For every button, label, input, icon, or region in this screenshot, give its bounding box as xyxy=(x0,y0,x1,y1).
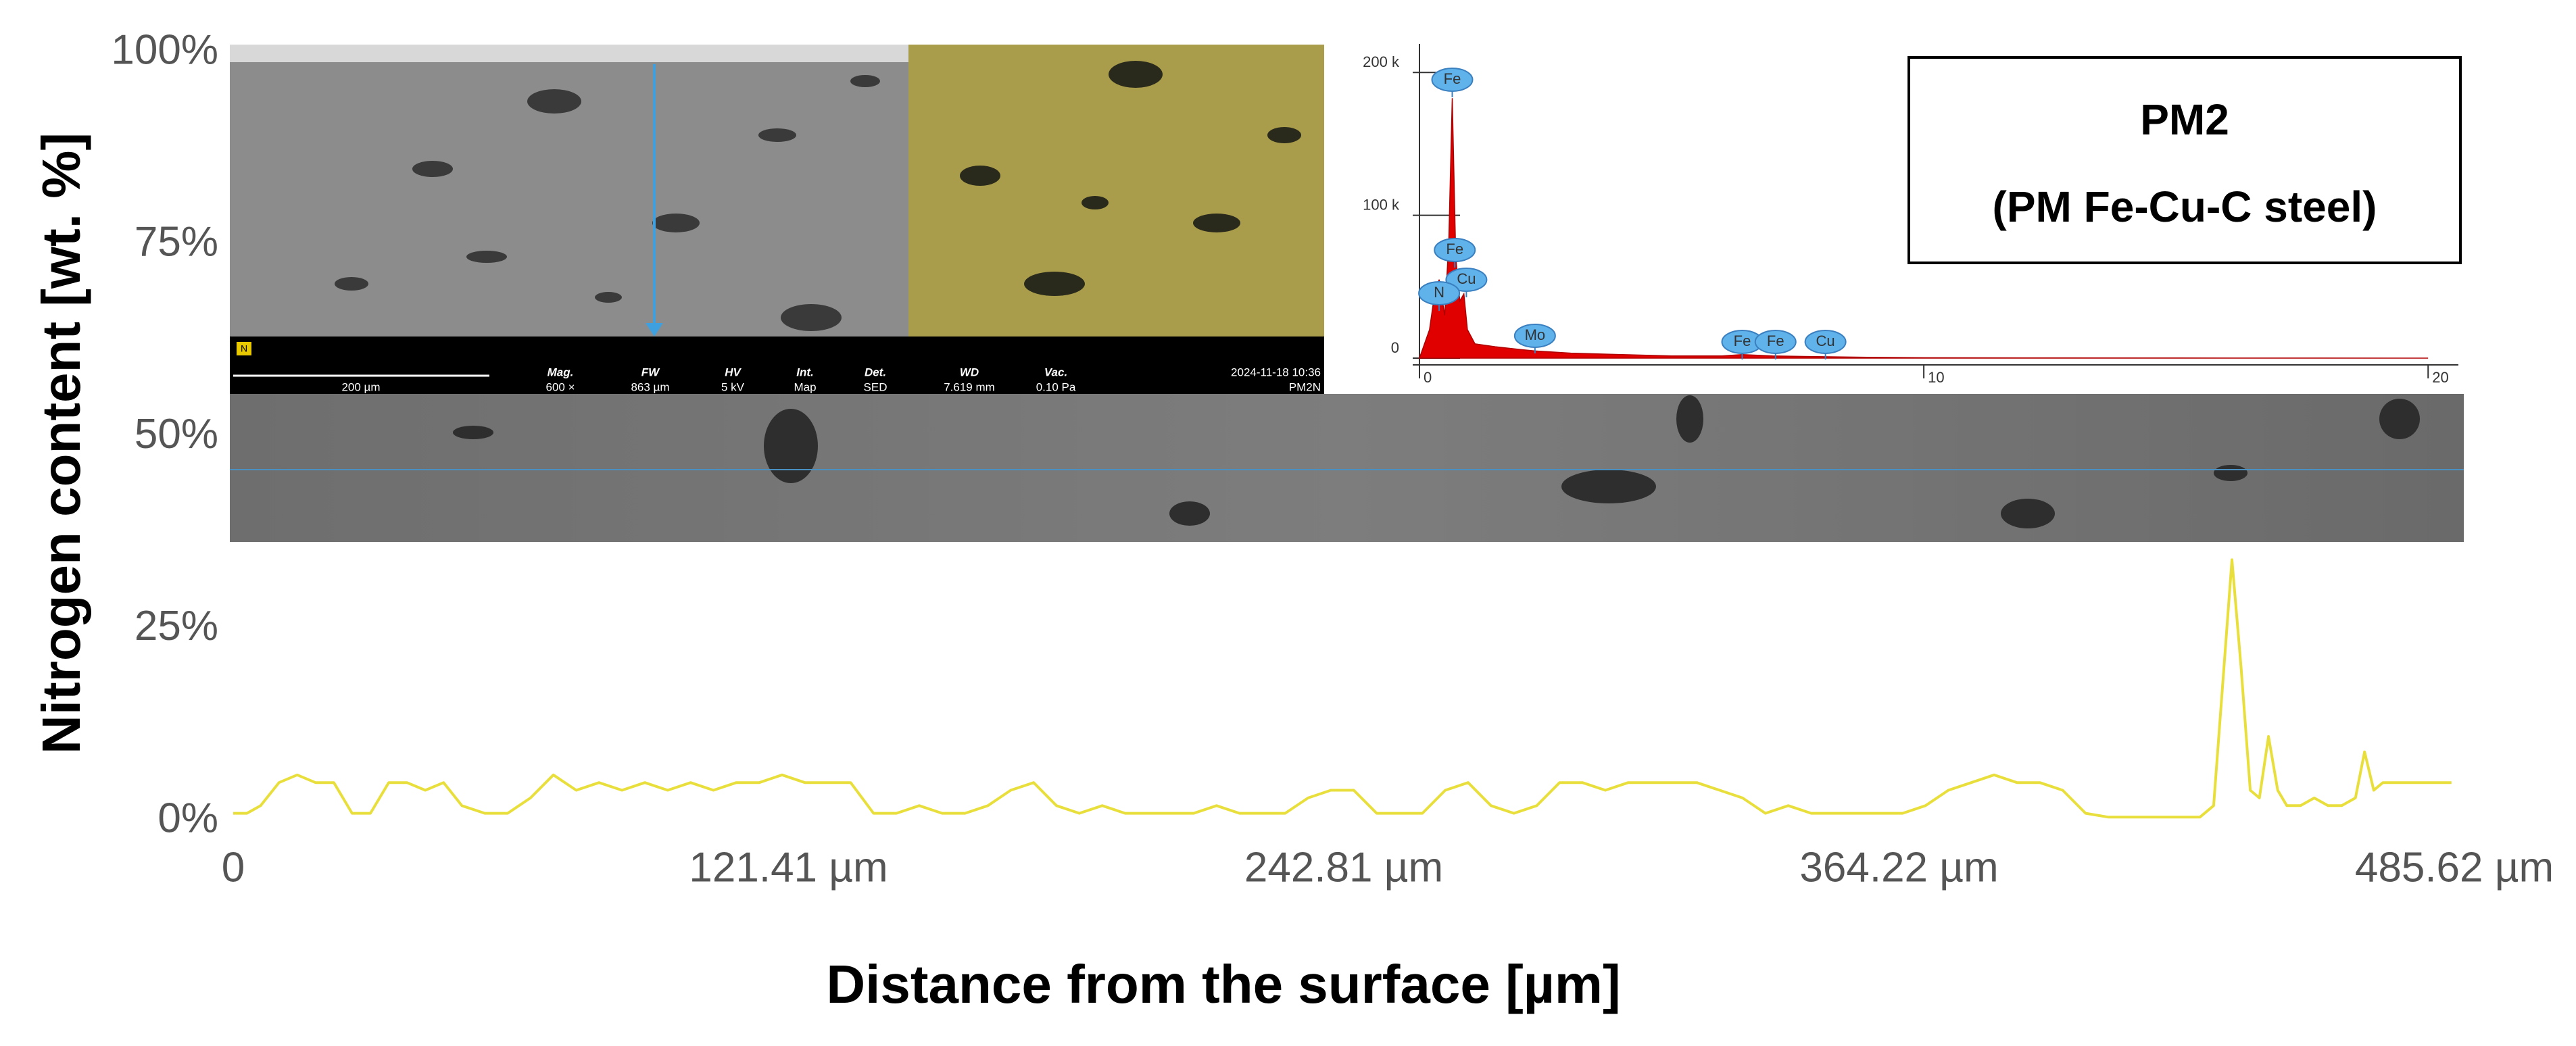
sem-field-label: Mag. xyxy=(548,366,574,378)
eds-y-tick-label: 0 xyxy=(1391,339,1399,356)
sem-field-label: FW xyxy=(641,366,660,378)
peak-label-bubble xyxy=(1445,268,1488,292)
peak-label: Cu xyxy=(1816,332,1835,349)
x-tick-label: 485.62 µm xyxy=(2355,844,2554,891)
sem-field-label: Int. xyxy=(796,366,814,378)
sem-marker: N xyxy=(241,343,247,354)
peak-label-bubble xyxy=(1434,238,1476,262)
sem-field-label: Vac. xyxy=(1044,366,1067,378)
strip-pores xyxy=(453,395,2420,528)
title-box xyxy=(1907,56,2462,264)
scan-arrow-head xyxy=(646,323,663,337)
peak-label: Fe xyxy=(1444,70,1461,87)
y-tick-label: 50% xyxy=(135,411,218,457)
peak-label: Fe xyxy=(1734,332,1751,349)
y-tick-label: 25% xyxy=(135,603,218,649)
line-scan-strip xyxy=(230,394,2464,542)
y-tick-label: 0% xyxy=(157,795,218,841)
sem-field-value: 0.10 Pa xyxy=(1036,380,1076,393)
sem-field-value: 7.619 mm xyxy=(944,380,995,393)
sem-sample: PM2N xyxy=(1289,380,1321,393)
eds-x-tick-label: 20 xyxy=(2432,369,2448,386)
sem-field-value: 863 µm xyxy=(631,380,669,393)
eds-y-tick-label: 200 k xyxy=(1363,53,1400,70)
sem-pores xyxy=(335,75,880,331)
sem-timestamp: 2024-11-18 10:36 xyxy=(1231,366,1321,378)
peak-label-bubble xyxy=(1431,68,1474,92)
x-axis-title: Distance from the surface [µm] xyxy=(826,954,1620,1014)
sem-image xyxy=(230,45,908,337)
map-pores xyxy=(960,61,1301,296)
peak-label-bubble xyxy=(1513,324,1556,348)
peak-label: Mo xyxy=(1525,326,1546,343)
eds-x-tick-label: 10 xyxy=(1928,369,1944,386)
chart-subtitle: (PM Fe-Cu-C steel) xyxy=(1993,182,2377,231)
scale-bar-label: 200 µm xyxy=(341,380,380,393)
eds-map xyxy=(908,45,1324,337)
sem-field-label: Det. xyxy=(865,366,886,378)
sem-info-bar xyxy=(230,337,1324,394)
sem-field-value: 600 × xyxy=(545,380,575,393)
peak-label-bubble xyxy=(1418,281,1461,305)
y-axis-title: Nitrogen content [wt. %] xyxy=(31,132,91,754)
x-tick-label: 364.22 µm xyxy=(1799,844,1998,891)
nitrogen-line xyxy=(233,558,2452,819)
sem-field-value: 5 kV xyxy=(721,380,745,393)
chart-title: PM2 xyxy=(2140,95,2229,144)
y-tick-label: 75% xyxy=(135,219,218,266)
eds-x-tick-label: 0 xyxy=(1424,369,1432,386)
sem-marker-box xyxy=(237,342,251,355)
peak-label-bubble xyxy=(1804,330,1847,354)
x-tick-label: 121.41 µm xyxy=(689,844,888,891)
x-tick-label: 242.81 µm xyxy=(1244,844,1443,891)
peak-label: Fe xyxy=(1446,241,1463,257)
peak-label: Cu xyxy=(1457,270,1476,287)
sem-surface xyxy=(230,45,908,62)
y-tick-label: 100% xyxy=(111,26,218,73)
x-tick-label: 0 xyxy=(222,844,245,891)
sem-field-label: WD xyxy=(960,366,979,378)
peak-label-bubble xyxy=(1754,330,1797,354)
peak-label: Fe xyxy=(1767,332,1784,349)
sem-field-value: SED xyxy=(864,380,888,393)
peak-label: N xyxy=(1434,284,1444,301)
eds-y-tick-label: 100 k xyxy=(1363,196,1400,213)
sem-field-value: Map xyxy=(794,380,816,393)
sem-field-label: HV xyxy=(725,366,742,378)
